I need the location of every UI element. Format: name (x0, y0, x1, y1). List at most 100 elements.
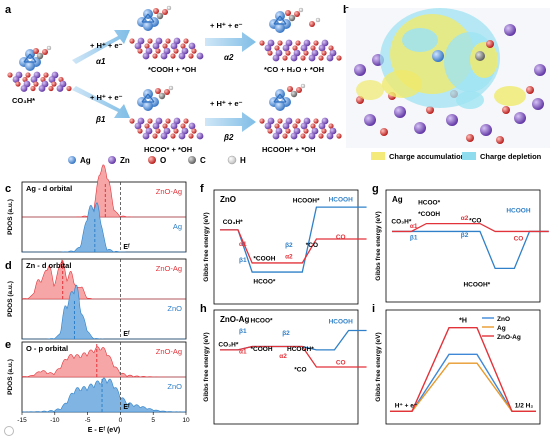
oxygen-atom (309, 21, 315, 27)
atom-legend-swatch (148, 156, 156, 164)
oxygen-atom (33, 48, 39, 54)
zinc-atom (20, 85, 28, 92)
zinc-atom (163, 127, 171, 135)
oxygen-atom (162, 9, 168, 15)
zinc-atom (196, 132, 204, 140)
oxygen-atom (285, 128, 291, 134)
energy-label: CO (336, 360, 346, 367)
bond (147, 93, 155, 103)
carbon-atom (36, 52, 44, 60)
energy-label: HCOOH* (463, 281, 490, 288)
pdos-curve-bottom (22, 202, 186, 253)
bond (279, 93, 287, 103)
atom-legend-swatch (227, 155, 237, 165)
oxygen-atom (285, 10, 291, 16)
energy-label: β1 (410, 234, 418, 241)
pdos-label-top: ZnO-Ag (156, 187, 182, 196)
energy-label: α2 (279, 353, 287, 360)
pdos-xaxis: -15 -10 -5 0 5 10 E - Eᶠ (eV) (17, 412, 190, 434)
fermi-label: Eᶠ (123, 404, 130, 411)
oxygen-atom (318, 55, 324, 61)
atom-legend-swatch (188, 156, 196, 164)
energy-label: β2 (285, 242, 293, 249)
energy-ylabel: Gibbs free energy (eV) (375, 211, 382, 280)
carbon-atom (288, 14, 296, 22)
pdos-xlabel: E - Eᶠ (eV) (88, 427, 120, 434)
oxygen-atom (155, 128, 161, 134)
oxygen-atom (502, 106, 510, 114)
atom-legend-label: O (160, 156, 166, 165)
zinc-atom (282, 44, 290, 52)
oxygen-atom (162, 123, 168, 129)
slab (7, 71, 72, 92)
zinc-atom (163, 47, 171, 55)
zinc-atom (303, 39, 311, 47)
zinc-atom (414, 122, 426, 134)
start-label: CO₃H* (12, 96, 35, 105)
oxygen-atom (282, 133, 288, 139)
zinc-atom (264, 44, 272, 52)
zinc-atom (267, 39, 275, 47)
zinc-atom (303, 117, 311, 125)
silver-atom (25, 61, 35, 71)
zinc-atom (290, 132, 298, 140)
zinc-atom (318, 122, 326, 130)
energy-label: β1 (239, 328, 247, 335)
bond (147, 13, 155, 23)
pdos-curve-bottom (21, 377, 187, 413)
panel-letter-i: i (372, 303, 375, 315)
slab (259, 117, 342, 140)
pdos-panel-d: Zn - d orbital ZnO-Ag ZnO Eᶠ PDOS (a.u.) (7, 258, 187, 340)
energy-path-red (220, 345, 367, 368)
energy-label: HCOOH* (293, 198, 320, 205)
oxygen-atom (147, 38, 153, 44)
zinc-atom (300, 122, 308, 130)
zinc-atom (142, 132, 150, 140)
zinc-atom (145, 127, 153, 135)
zinc-atom (272, 54, 280, 62)
energy-panel-title: ZnO (220, 195, 236, 204)
energy-label: HCOOH (329, 319, 354, 326)
zinc-atom (311, 127, 319, 135)
bond (29, 53, 37, 63)
panel-letter-d: d (5, 260, 12, 272)
hydrogen-atom (298, 7, 304, 13)
oxygen-atom (165, 38, 171, 44)
oxygen-atom (137, 48, 143, 54)
zinc-atom (160, 132, 168, 140)
zinc-atom (514, 112, 526, 124)
energy-label: α1 (239, 241, 247, 248)
energy-panel-title: ZnO-Ag (220, 315, 249, 324)
oxygen-atom (313, 118, 319, 124)
pdos-tick-label: -10 (50, 417, 60, 424)
zinc-atom (293, 49, 301, 57)
her-category-label: 1/2 H₂ (515, 402, 534, 409)
panel-letter-h: h (200, 303, 207, 315)
reaction-arrows (72, 30, 256, 132)
charge-accumulation-label: Charge accumulation (389, 152, 466, 161)
zinc-atom (145, 47, 153, 55)
bond (23, 53, 31, 63)
step-label-bottom2: + H⁺ + e⁻ (210, 99, 243, 108)
energy-label: *CO (306, 242, 318, 249)
ag-cluster (269, 89, 291, 111)
alpha1-label: α1 (96, 57, 106, 66)
charge-depletion-label: Charge depletion (480, 152, 542, 161)
step-label-top2: + H⁺ + e⁻ (210, 21, 243, 30)
zinc-atom (56, 85, 64, 92)
zinc-atom (329, 127, 337, 135)
zinc-atom (275, 49, 283, 57)
slab (129, 117, 204, 140)
bond (279, 15, 287, 25)
oxygen-atom (188, 133, 194, 139)
oxygen-atom (48, 85, 54, 92)
carbon-atom (156, 12, 164, 20)
zinc-atom (181, 47, 189, 55)
slab (129, 37, 204, 60)
step-label-top: + H⁺ + e⁻ (90, 41, 123, 50)
oxygen-atom (300, 55, 306, 61)
oxygen-atom (321, 128, 327, 134)
zinc-atom (155, 117, 163, 125)
pdos-label-top: ZnO-Ag (156, 347, 182, 356)
